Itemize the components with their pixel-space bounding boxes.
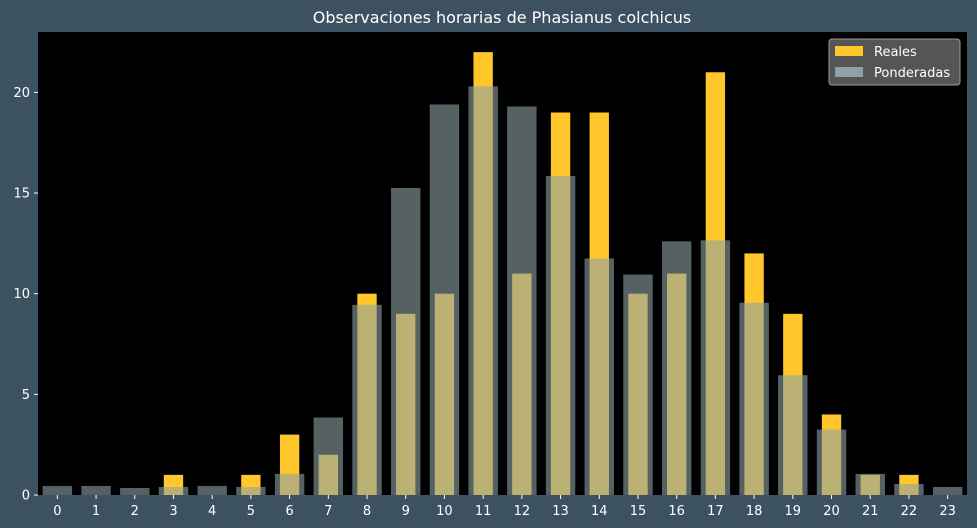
x-tick-label: 10 [436, 504, 453, 519]
x-tick-label: 23 [939, 504, 956, 519]
bar-ponderadas-16 [661, 241, 692, 495]
x-tick-label: 3 [169, 504, 177, 519]
x-tick-label: 17 [707, 504, 724, 519]
legend-swatch-ponderadas [835, 67, 863, 77]
bar-ponderadas-7 [313, 417, 344, 495]
plot-area [38, 32, 967, 495]
y-tick-label: 20 [13, 86, 30, 101]
bar-ponderadas-5 [236, 486, 266, 495]
x-tick-label: 2 [131, 504, 139, 519]
x-tick-label: 11 [475, 504, 492, 519]
bar-ponderadas-18 [739, 302, 769, 495]
legend-label-reales: Reales [874, 45, 917, 60]
bar-ponderadas-1 [81, 485, 111, 495]
legend-label-ponderadas: Ponderadas [874, 66, 950, 81]
y-tick-label: 10 [13, 287, 30, 302]
x-tick-label: 20 [823, 504, 840, 519]
x-tick-label: 9 [402, 504, 410, 519]
x-tick-label: 5 [247, 504, 255, 519]
bar-ponderadas-20 [816, 429, 847, 495]
x-tick-label: 13 [552, 504, 569, 519]
x-tick-label: 8 [363, 504, 371, 519]
bar-ponderadas-0 [42, 485, 73, 495]
x-tick-label: 18 [746, 504, 763, 519]
bar-ponderadas-13 [545, 175, 576, 495]
x-tick-label: 0 [53, 504, 61, 519]
bar-ponderadas-15 [623, 274, 653, 495]
bar-ponderadas-9 [391, 188, 421, 495]
bar-ponderadas-4 [197, 485, 227, 495]
bar-ponderadas-12 [507, 106, 537, 495]
y-axis: 0 5 10 15 20 [13, 86, 38, 504]
x-tick-label: 22 [901, 504, 918, 519]
legend: Reales Ponderadas [828, 38, 961, 86]
x-tick-label: 16 [668, 504, 685, 519]
x-tick-label: 7 [324, 504, 332, 519]
x-tick-label: 4 [208, 504, 216, 519]
x-tick-label: 19 [785, 504, 802, 519]
bar-ponderadas-3 [158, 486, 189, 495]
bar-ponderadas-6 [274, 473, 305, 495]
chart-title: Observaciones horarias de Phasianus colc… [313, 8, 691, 27]
x-tick-label: 21 [862, 504, 879, 519]
bar-ponderadas-19 [778, 375, 808, 495]
x-tick-label: 15 [630, 504, 647, 519]
x-tick-label: 12 [514, 504, 531, 519]
x-tick-label: 1 [92, 504, 100, 519]
x-axis: 0 1 2 3 4 5 6 7 8 9 10 11 12 13 14 15 16 17 18 19 20 21 22 23 [53, 495, 956, 519]
bar-ponderadas-11 [468, 86, 498, 495]
bar-ponderadas-21 [855, 473, 885, 495]
bar-ponderadas-23 [932, 486, 963, 495]
x-tick-label: 14 [591, 504, 608, 519]
bar-ponderadas-8 [352, 304, 382, 495]
y-tick-label: 5 [22, 388, 30, 403]
series-ponderadas-bars [42, 86, 963, 495]
bar-ponderadas-14 [584, 258, 614, 495]
legend-swatch-reales [835, 46, 863, 56]
y-tick-label: 0 [22, 489, 30, 504]
bar-ponderadas-22 [894, 483, 924, 495]
bar-ponderadas-2 [120, 487, 150, 495]
bar-ponderadas-10 [429, 104, 460, 495]
y-tick-label: 15 [13, 187, 30, 202]
bar-ponderadas-17 [700, 240, 731, 495]
x-tick-label: 6 [285, 504, 293, 519]
